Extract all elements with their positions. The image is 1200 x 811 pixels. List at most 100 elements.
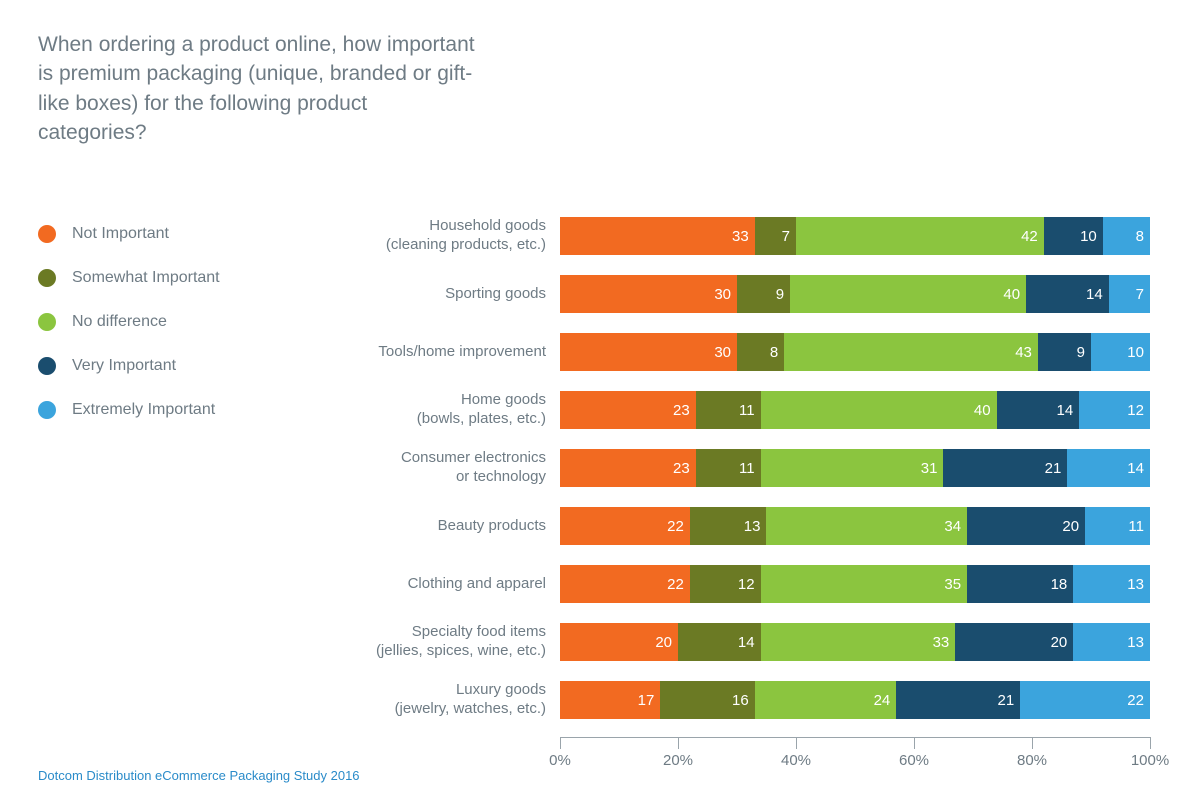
- stacked-bar: 2212351813: [560, 565, 1150, 603]
- legend-swatch: [38, 357, 56, 375]
- legend-swatch: [38, 313, 56, 331]
- bar-segment-very-important: 20: [955, 623, 1073, 661]
- stacked-bar: 2213342011: [560, 507, 1150, 545]
- legend-item: Very Important: [38, 357, 268, 375]
- bar-segment-extremely-important: 12: [1079, 391, 1150, 429]
- bar-segment-very-important: 18: [967, 565, 1073, 603]
- bar-segment-no-difference: 40: [761, 391, 997, 429]
- axis-tick: [1032, 737, 1033, 749]
- bar-segment-very-important: 14: [997, 391, 1080, 429]
- bar-segment-somewhat-important: 16: [660, 681, 754, 719]
- bar-segment-extremely-important: 8: [1103, 217, 1150, 255]
- bar-segment-very-important: 20: [967, 507, 1085, 545]
- bar-segment-very-important: 9: [1038, 333, 1091, 371]
- bar-segment-not-important: 30: [560, 333, 737, 371]
- bar-segment-somewhat-important: 9: [737, 275, 790, 313]
- bar-segment-no-difference: 43: [784, 333, 1038, 371]
- bar-segment-somewhat-important: 11: [696, 391, 761, 429]
- legend-item: Not Important: [38, 225, 268, 243]
- bar-row: Specialty food items(jellies, spices, wi…: [310, 621, 1160, 663]
- axis-tick: [796, 737, 797, 749]
- legend-label: Somewhat Important: [72, 269, 220, 287]
- bar-segment-very-important: 10: [1044, 217, 1103, 255]
- bar-segment-somewhat-important: 13: [690, 507, 767, 545]
- bar-segment-not-important: 23: [560, 391, 696, 429]
- bar-row: Sporting goods30940147: [310, 273, 1160, 315]
- bar-segment-very-important: 21: [943, 449, 1067, 487]
- legend-label: No difference: [72, 313, 167, 331]
- axis-tick-label: 80%: [1017, 752, 1047, 769]
- bar-row: Clothing and apparel2212351813: [310, 563, 1160, 605]
- row-label: Consumer electronicsor technology: [310, 449, 560, 487]
- bar-segment-somewhat-important: 8: [737, 333, 784, 371]
- bar-segment-not-important: 22: [560, 507, 690, 545]
- legend-swatch: [38, 269, 56, 287]
- axis-tick-label: 100%: [1131, 752, 1169, 769]
- bar-row: Consumer electronicsor technology2311312…: [310, 447, 1160, 489]
- axis-tick: [560, 737, 561, 749]
- bar-segment-extremely-important: 13: [1073, 565, 1150, 603]
- stacked-bar: 2014332013: [560, 623, 1150, 661]
- row-label: Luxury goods(jewelry, watches, etc.): [310, 681, 560, 719]
- legend-item: Somewhat Important: [38, 269, 268, 287]
- row-label: Home goods(bowls, plates, etc.): [310, 391, 560, 429]
- x-axis: 0%20%40%60%80%100%: [560, 737, 1150, 777]
- bar-segment-no-difference: 24: [755, 681, 897, 719]
- bar-segment-not-important: 30: [560, 275, 737, 313]
- axis-tick: [1150, 737, 1151, 749]
- legend-swatch: [38, 225, 56, 243]
- bar-segment-no-difference: 40: [790, 275, 1026, 313]
- bar-segment-extremely-important: 7: [1109, 275, 1150, 313]
- legend: Not Important Somewhat Important No differ…: [38, 225, 268, 445]
- bar-segment-extremely-important: 22: [1020, 681, 1150, 719]
- stacked-bar: 30843910: [560, 333, 1150, 371]
- row-label: Sporting goods: [310, 285, 560, 304]
- bar-segment-very-important: 21: [896, 681, 1020, 719]
- stacked-bar: 2311312114: [560, 449, 1150, 487]
- bar-row: Tools/home improvement30843910: [310, 331, 1160, 373]
- axis-tick: [678, 737, 679, 749]
- bar-row: Household goods(cleaning products, etc.)…: [310, 215, 1160, 257]
- bar-segment-no-difference: 34: [766, 507, 967, 545]
- bar-segment-extremely-important: 10: [1091, 333, 1150, 371]
- source-attribution: Dotcom Distribution eCommerce Packaging …: [38, 768, 360, 783]
- bar-segment-extremely-important: 11: [1085, 507, 1150, 545]
- axis-tick-label: 20%: [663, 752, 693, 769]
- bar-segment-not-important: 33: [560, 217, 755, 255]
- stacked-bar: 33742108: [560, 217, 1150, 255]
- bar-segment-not-important: 23: [560, 449, 696, 487]
- stacked-bar: 2311401412: [560, 391, 1150, 429]
- stacked-bar: 30940147: [560, 275, 1150, 313]
- bar-segment-somewhat-important: 12: [690, 565, 761, 603]
- bar-segment-very-important: 14: [1026, 275, 1109, 313]
- row-label: Beauty products: [310, 517, 560, 536]
- axis-tick: [914, 737, 915, 749]
- bar-segment-no-difference: 33: [761, 623, 956, 661]
- axis-tick-label: 40%: [781, 752, 811, 769]
- legend-item: Extremely Important: [38, 401, 268, 419]
- bar-segment-not-important: 22: [560, 565, 690, 603]
- bar-segment-no-difference: 31: [761, 449, 944, 487]
- row-label: Specialty food items(jellies, spices, wi…: [310, 623, 560, 661]
- stacked-bar: 1716242122: [560, 681, 1150, 719]
- axis-tick-label: 0%: [549, 752, 571, 769]
- row-label: Clothing and apparel: [310, 575, 560, 594]
- legend-label: Very Important: [72, 357, 176, 375]
- row-label: Household goods(cleaning products, etc.): [310, 217, 560, 255]
- bar-segment-no-difference: 35: [761, 565, 968, 603]
- chart-title: When ordering a product online, how impo…: [38, 30, 478, 148]
- legend-swatch: [38, 401, 56, 419]
- legend-item: No difference: [38, 313, 268, 331]
- bar-row: Home goods(bowls, plates, etc.)231140141…: [310, 389, 1160, 431]
- bar-row: Beauty products2213342011: [310, 505, 1160, 547]
- bar-segment-extremely-important: 13: [1073, 623, 1150, 661]
- bar-segment-no-difference: 42: [796, 217, 1044, 255]
- chart-area: Household goods(cleaning products, etc.)…: [310, 215, 1160, 777]
- bar-row: Luxury goods(jewelry, watches, etc.)1716…: [310, 679, 1160, 721]
- legend-label: Extremely Important: [72, 401, 215, 419]
- axis-tick-label: 60%: [899, 752, 929, 769]
- bar-segment-not-important: 20: [560, 623, 678, 661]
- row-label: Tools/home improvement: [310, 343, 560, 362]
- bar-segment-somewhat-important: 11: [696, 449, 761, 487]
- bar-segment-somewhat-important: 7: [755, 217, 796, 255]
